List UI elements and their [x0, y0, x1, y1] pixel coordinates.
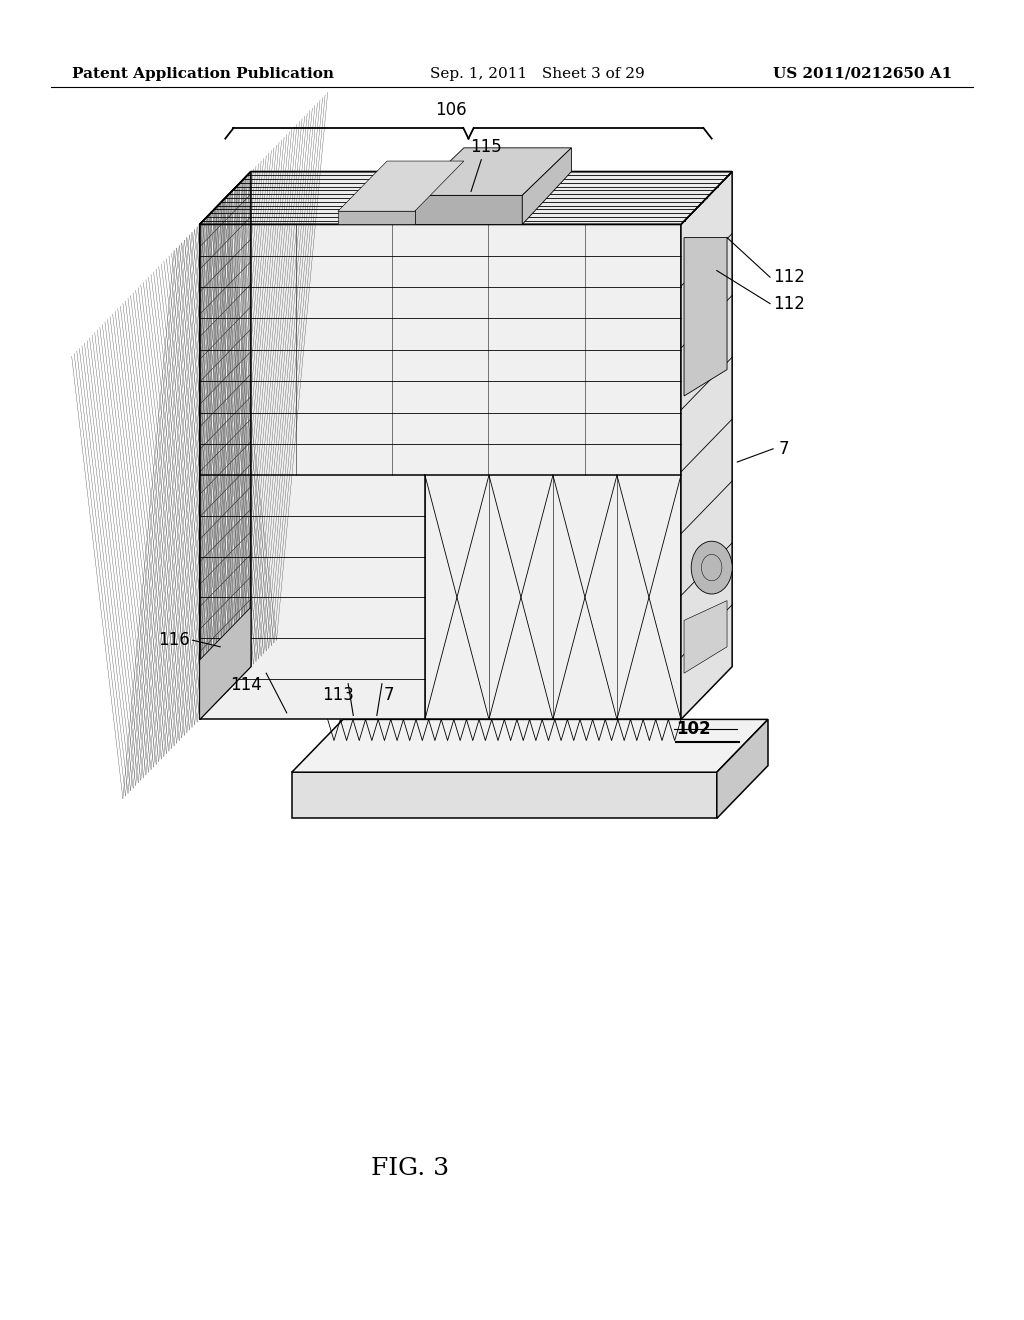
Polygon shape — [200, 224, 681, 719]
Text: 113: 113 — [322, 686, 354, 705]
Text: 102: 102 — [676, 719, 711, 738]
Polygon shape — [522, 148, 571, 224]
Text: Patent Application Publication: Patent Application Publication — [72, 67, 334, 81]
Polygon shape — [338, 161, 464, 211]
Text: Sep. 1, 2011   Sheet 3 of 29: Sep. 1, 2011 Sheet 3 of 29 — [430, 67, 645, 81]
Text: 112: 112 — [773, 268, 805, 286]
Polygon shape — [200, 172, 251, 719]
Polygon shape — [200, 607, 251, 719]
Text: 7: 7 — [384, 686, 394, 705]
Text: FIG. 3: FIG. 3 — [371, 1156, 449, 1180]
Polygon shape — [292, 772, 717, 818]
Polygon shape — [681, 172, 732, 719]
Text: 114: 114 — [229, 676, 262, 694]
Polygon shape — [717, 719, 768, 818]
Polygon shape — [684, 601, 727, 673]
Text: 116: 116 — [158, 631, 189, 649]
Circle shape — [691, 541, 732, 594]
Text: US 2011/0212650 A1: US 2011/0212650 A1 — [773, 67, 952, 81]
Text: 112: 112 — [773, 294, 805, 313]
Polygon shape — [684, 238, 727, 396]
Text: 7: 7 — [778, 440, 788, 458]
Polygon shape — [415, 148, 571, 195]
Text: 106: 106 — [435, 100, 466, 119]
Polygon shape — [292, 719, 768, 772]
Polygon shape — [415, 195, 522, 224]
Text: 115: 115 — [470, 137, 503, 156]
Polygon shape — [200, 172, 732, 224]
Polygon shape — [200, 172, 251, 719]
Polygon shape — [338, 211, 415, 224]
